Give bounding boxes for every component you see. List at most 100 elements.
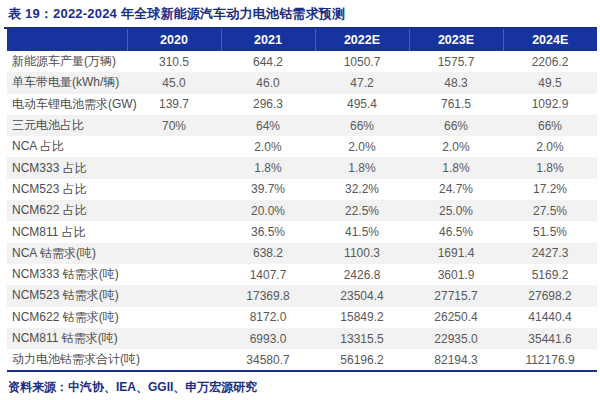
cell-value: 1407.7: [221, 264, 315, 285]
cell-value: 45.0: [127, 72, 221, 93]
cell-value: 495.4: [315, 94, 409, 115]
cell-value: [127, 221, 221, 242]
cell-value: 49.5: [503, 72, 597, 93]
cell-value: 34580.7: [221, 349, 315, 371]
table-row: NCM622 钴需求(吨) 8172.015849.226250.441440.4: [7, 307, 597, 328]
cell-value: 24.7%: [409, 179, 503, 200]
row-label: 单车带电量(kWh/辆): [7, 72, 127, 93]
cell-value: 3601.9: [409, 264, 503, 285]
cell-value: 23504.4: [315, 285, 409, 306]
cell-value: 644.2: [221, 51, 315, 72]
cell-value: 139.7: [127, 94, 221, 115]
cell-value: [127, 307, 221, 328]
cell-value: [127, 264, 221, 285]
table-row: 动力电池钴需求合计(吨)34580.756196.282194.3112176.…: [7, 349, 597, 371]
cell-value: 26250.4: [409, 307, 503, 328]
cell-value: 310.5: [127, 51, 221, 72]
cell-value: [127, 179, 221, 200]
cell-value: 22935.0: [409, 328, 503, 349]
cell-value: 35441.6: [503, 328, 597, 349]
cell-value: 27698.2: [503, 285, 597, 306]
row-label: NCM333 钴需求(吨): [7, 264, 127, 285]
year-column-header: 2021: [221, 29, 315, 51]
row-label: 新能源车产量(万辆): [7, 51, 127, 72]
cell-value: 2426.8: [315, 264, 409, 285]
year-column-header: 2022E: [315, 29, 409, 51]
cell-value: 6993.0: [221, 328, 315, 349]
header-row: 202020212022E2023E2024E: [7, 29, 597, 51]
table-row: NCM523 占比39.7%32.2%24.7%17.2%: [7, 179, 597, 200]
cell-value: 17369.8: [221, 285, 315, 306]
row-label: NCM622 钴需求(吨): [7, 307, 127, 328]
table-header: 202020212022E2023E2024E: [7, 29, 597, 51]
cell-value: 36.5%: [221, 221, 315, 242]
cell-value: 27715.7: [409, 285, 503, 306]
row-label: 电动车锂电池需求(GW): [7, 94, 127, 115]
cell-value: 51.5%: [503, 221, 597, 242]
table-title: 表 19：2022-2024 年全球新能源汽车动力电池钴需求预测: [4, 0, 597, 29]
year-column-header: 2024E: [503, 29, 597, 51]
cell-value: 2427.3: [503, 243, 597, 264]
forecast-table: 202020212022E2023E2024E 新能源车产量(万辆)310.56…: [7, 29, 597, 372]
row-label: NCM811 钴需求(吨): [7, 328, 127, 349]
cell-value: 15849.2: [315, 307, 409, 328]
cell-value: 2.0%: [221, 136, 315, 157]
row-label: 三元电池占比: [7, 115, 127, 136]
cell-value: 64%: [221, 115, 315, 136]
cell-value: 27.5%: [503, 200, 597, 221]
cell-value: 70%: [127, 115, 221, 136]
cell-value: 1.8%: [315, 157, 409, 178]
cell-value: 39.7%: [221, 179, 315, 200]
row-label: NCM523 钴需求(吨): [7, 285, 127, 306]
year-column-header: 2023E: [409, 29, 503, 51]
table-row: NCM523 钴需求(吨) 17369.823504.427715.727698.…: [7, 285, 597, 306]
row-label: NCM333 占比: [7, 157, 127, 178]
cell-value: 41440.4: [503, 307, 597, 328]
cell-value: 66%: [409, 115, 503, 136]
cell-value: [127, 157, 221, 178]
cell-value: 32.2%: [315, 179, 409, 200]
table-row: 新能源车产量(万辆)310.5644.21050.71575.72206.2: [7, 51, 597, 72]
cell-value: 66%: [503, 115, 597, 136]
year-column-header: 2020: [127, 29, 221, 51]
row-label: NCA 占比: [7, 136, 127, 157]
cell-value: 2206.2: [503, 51, 597, 72]
table-row: NCM333 钴需求(吨) 1407.72426.83601.95169.2: [7, 264, 597, 285]
cell-value: 82194.3: [409, 349, 503, 371]
table-row: NCM811 占比 36.5%41.5%46.5%51.5%: [7, 221, 597, 242]
cell-value: 17.2%: [503, 179, 597, 200]
cell-value: 8172.0: [221, 307, 315, 328]
cell-value: [127, 349, 221, 371]
cell-value: 20.0%: [221, 200, 315, 221]
cell-value: 46.5%: [409, 221, 503, 242]
cell-value: 22.5%: [315, 200, 409, 221]
cell-value: 47.2: [315, 72, 409, 93]
cell-value: [127, 328, 221, 349]
table-row: NCA 占比2.0%2.0%2.0%2.0%: [7, 136, 597, 157]
cell-value: [127, 136, 221, 157]
table-body: 新能源车产量(万辆)310.5644.21050.71575.72206.2单车…: [7, 51, 597, 371]
cell-value: 25.0%: [409, 200, 503, 221]
cell-value: 2.0%: [409, 136, 503, 157]
cell-value: [127, 243, 221, 264]
cell-value: 1691.4: [409, 243, 503, 264]
row-label: NCM811 占比: [7, 221, 127, 242]
source-note: 资料来源：中汽协、IEA、GGII、申万宏源研究: [8, 379, 592, 396]
row-label: 动力电池钴需求合计(吨): [7, 349, 127, 371]
cell-value: 13315.5: [315, 328, 409, 349]
cell-value: 296.3: [221, 94, 315, 115]
cell-value: 46.0: [221, 72, 315, 93]
table-row: NCM811 钴需求(吨) 6993.013315.522935.035441.6: [7, 328, 597, 349]
table-row: NCM333 占比1.8%1.8%1.8%1.8%: [7, 157, 597, 178]
cell-value: 1050.7: [315, 51, 409, 72]
cell-value: [127, 285, 221, 306]
row-label: NCM622 占比: [7, 200, 127, 221]
cell-value: 1100.3: [315, 243, 409, 264]
cell-value: 5169.2: [503, 264, 597, 285]
table-row: 单车带电量(kWh/辆)45.046.047.248.349.5: [7, 72, 597, 93]
cell-value: 66%: [315, 115, 409, 136]
cell-value: 1.8%: [409, 157, 503, 178]
cell-value: 41.5%: [315, 221, 409, 242]
table-row: 电动车锂电池需求(GW)139.7296.3495.4761.51092.9: [7, 94, 597, 115]
cell-value: 1.8%: [503, 157, 597, 178]
